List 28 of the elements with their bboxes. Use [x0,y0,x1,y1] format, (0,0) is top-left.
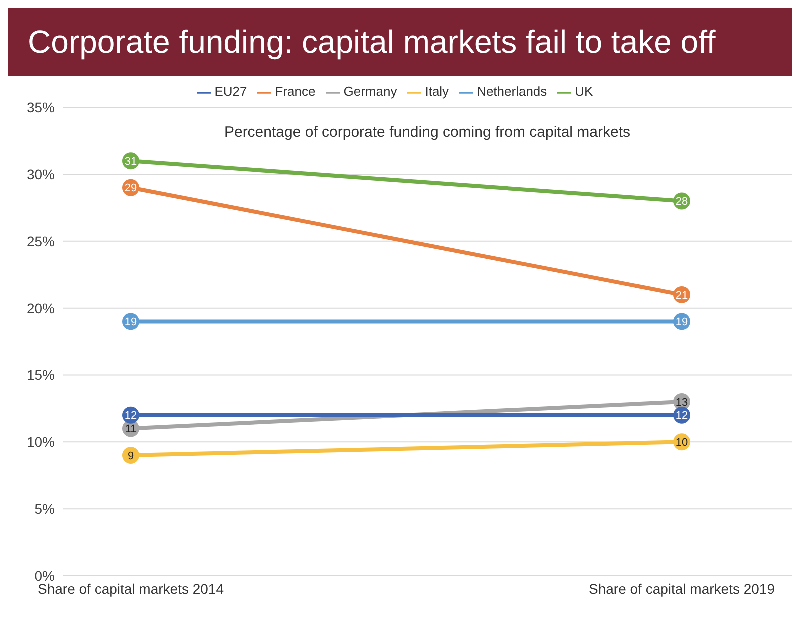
data-label: 9 [128,450,134,462]
data-label: 31 [124,156,138,168]
y-tick-label: 10% [26,434,55,450]
data-label: 12 [124,410,138,422]
y-tick-label: 5% [34,501,55,518]
legend-label: Germany [344,84,398,99]
data-label: 19 [676,316,688,329]
y-tick-label: 30% [26,166,55,182]
data-label: 21 [676,290,688,302]
y-tick-label: 35% [26,100,55,116]
legend-label: EU27 [214,84,248,99]
y-tick-label: 25% [26,233,55,250]
legend-label: UK [575,84,594,99]
y-tick-label: 15% [26,367,55,384]
x-tick-label: Share of capital markets 2019 [589,580,776,597]
data-label: 13 [676,396,688,409]
y-tick-label: 20% [26,300,55,316]
data-label: 29 [124,182,138,195]
data-label: 11 [125,424,137,436]
legend-label: Italy [425,84,450,99]
chart-title: Corporate funding: capital markets fail to take off [8,8,792,76]
data-label: 19 [124,316,138,329]
data-label: 10 [676,437,688,450]
legend-label: Netherlands [477,84,548,99]
data-label: 12 [676,410,688,422]
data-label: 28 [676,196,688,208]
legend-label: France [275,84,316,99]
text: Percentage of corporate funding coming from capital markets [223,124,632,141]
